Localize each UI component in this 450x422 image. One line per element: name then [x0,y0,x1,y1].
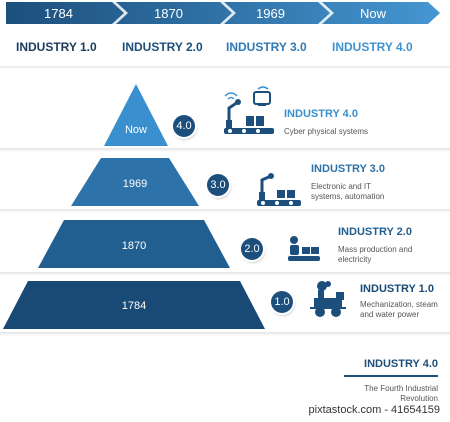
header-industry-3: INDUSTRY 3.0 [226,40,307,54]
worker-assembly-icon [288,236,320,261]
timeline-label-4: Now [360,6,387,21]
tier-band-1 [0,332,450,336]
header-industry-1: INDUSTRY 1.0 [16,40,97,54]
tier-badge-3: 3.0 [207,174,229,196]
footer-subtitle-line-2: Revolution [400,394,438,403]
tier-band-3 [0,209,450,213]
timeline-bar [6,2,440,24]
header-industry-2: INDUSTRY 2.0 [122,40,203,54]
tier-desc-2-line-2: electricity [338,255,372,264]
stock-id-watermark: pixtastock.com - 41654159 [308,404,440,416]
steam-engine-icon [310,281,346,317]
tier-badge-2: 2.0 [241,238,263,260]
tier-title-3: INDUSTRY 3.0 [311,163,385,175]
tier-year-2: 1870 [121,240,147,252]
tier-shape-1 [3,281,265,329]
footer-underline [344,375,438,377]
tier-title-4: INDUSTRY 4.0 [284,108,358,120]
timeline-label-2: 1870 [154,6,183,21]
tier-badge-1: 1.0 [271,291,293,313]
tier-desc-3-line-1: Electronic and IT [311,182,372,191]
tier-shape-4 [104,84,168,146]
tier-year-3: 1969 [122,178,148,190]
tier-desc-1-line-1: Mechanization, steam [360,300,438,309]
tier-band-2 [0,272,450,276]
timeline-label-1: 1784 [44,6,73,21]
tier-title-1: INDUSTRY 1.0 [360,283,434,295]
robot-arm-monitor-icon [224,86,274,134]
footer-subtitle-line-1: The Fourth Industrial [364,384,438,393]
tier-desc-2-line-1: Mass production and [338,245,413,254]
tier-desc-1-line-2: and water power [360,310,420,319]
footer-subtitle: The Fourth Industrial Revolution [338,384,438,404]
tier-shape-2 [38,220,230,268]
tier-badge-4: 4.0 [173,115,195,137]
tier-desc-4-line-1: Cyber physical systems [284,127,369,136]
tier-year-1: 1784 [121,300,147,312]
timeline-label-3: 1969 [256,6,285,21]
robot-arm-conveyor-icon [257,173,301,206]
tier-desc-3-line-2: systems, automation [311,192,385,201]
header-divider [0,66,450,69]
tier-title-2: INDUSTRY 2.0 [338,226,412,238]
tier-shape-3 [71,158,199,206]
tier-band-4 [0,148,450,152]
footer-title: INDUSTRY 4.0 [364,358,438,370]
header-industry-4: INDUSTRY 4.0 [332,40,413,54]
tier-year-4: Now [124,124,147,136]
